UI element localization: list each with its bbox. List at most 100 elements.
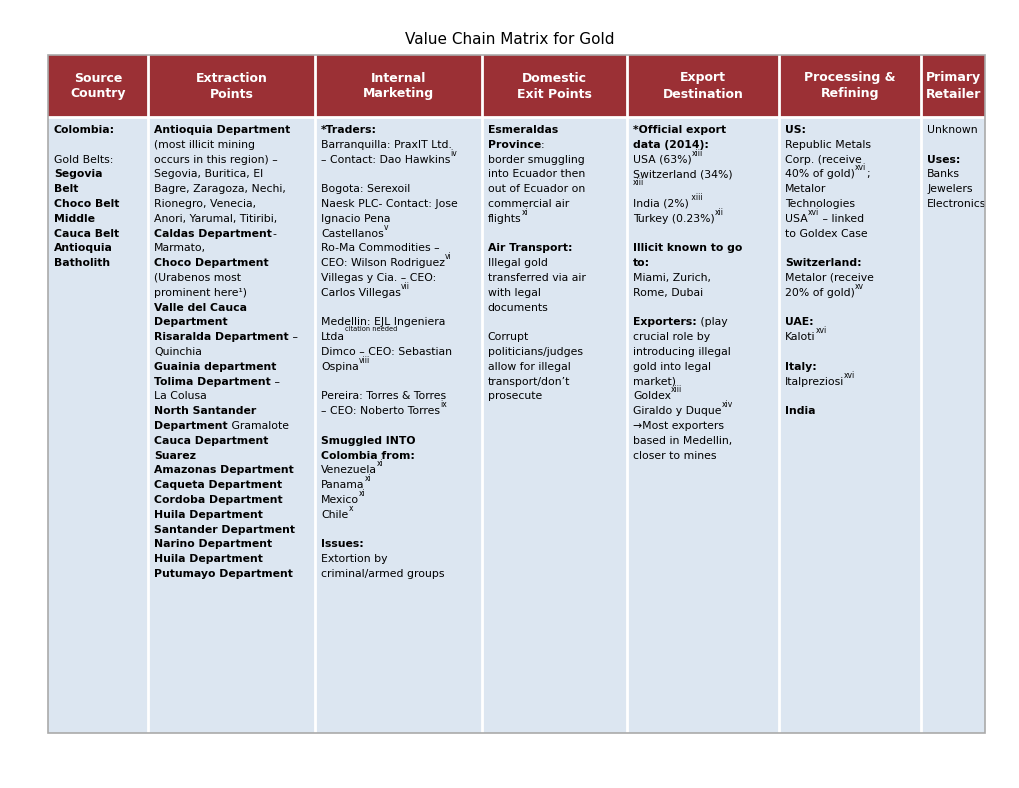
- Text: -: -: [272, 229, 276, 239]
- Text: to Goldex Case: to Goldex Case: [784, 229, 866, 239]
- Text: xi: xi: [364, 474, 371, 483]
- Text: xvi: xvi: [807, 208, 818, 217]
- Text: Segovia, Buritica, El: Segovia, Buritica, El: [154, 169, 263, 180]
- Text: – linked: – linked: [818, 214, 863, 224]
- Text: documents: documents: [487, 303, 548, 313]
- Text: Goldex: Goldex: [633, 392, 671, 401]
- Bar: [481, 117, 627, 733]
- Text: citation needed: citation needed: [344, 326, 397, 333]
- Text: Huila Department: Huila Department: [154, 510, 263, 520]
- Text: –: –: [271, 377, 280, 387]
- Text: prominent here¹): prominent here¹): [154, 288, 247, 298]
- Text: Corrupt: Corrupt: [487, 333, 529, 342]
- Text: India (2%): India (2%): [633, 199, 688, 209]
- Text: Valle del Cauca: Valle del Cauca: [154, 303, 247, 313]
- Text: –: –: [288, 333, 298, 342]
- Text: Marmato,: Marmato,: [154, 243, 206, 254]
- Text: Guainia department: Guainia department: [154, 362, 276, 372]
- Text: commercial air: commercial air: [487, 199, 569, 209]
- Text: Huila Department: Huila Department: [154, 554, 263, 564]
- Text: Switzerland:: Switzerland:: [784, 258, 861, 268]
- Text: 20% of gold): 20% of gold): [784, 288, 854, 298]
- Text: xvi: xvi: [854, 163, 865, 173]
- Text: Ospina: Ospina: [321, 362, 359, 372]
- Text: Barranquilla: PraxIT Ltd.: Barranquilla: PraxIT Ltd.: [321, 139, 451, 150]
- Text: – CEO: Noberto Torres: – CEO: Noberto Torres: [321, 406, 439, 416]
- Text: vi: vi: [444, 252, 451, 261]
- Text: Corp. (receive: Corp. (receive: [784, 154, 861, 165]
- Text: Value Chain Matrix for Gold: Value Chain Matrix for Gold: [405, 32, 614, 47]
- Text: Banks: Banks: [926, 169, 959, 180]
- Text: Pereira: Torres & Torres: Pereira: Torres & Torres: [321, 392, 445, 401]
- Text: xi: xi: [521, 208, 528, 217]
- Text: into Ecuador then: into Ecuador then: [487, 169, 585, 180]
- Text: Colombia:: Colombia:: [54, 125, 115, 135]
- Text: Gold Belts:: Gold Belts:: [54, 154, 113, 165]
- Text: Rome, Dubai: Rome, Dubai: [633, 288, 702, 298]
- Text: with legal: with legal: [487, 288, 540, 298]
- Text: →Most exporters: →Most exporters: [633, 421, 723, 431]
- Text: politicians/judges: politicians/judges: [487, 347, 582, 357]
- Text: prosecute: prosecute: [487, 392, 541, 401]
- Text: *Traders:: *Traders:: [321, 125, 377, 135]
- Text: Dimco – CEO: Sebastian: Dimco – CEO: Sebastian: [321, 347, 451, 357]
- Text: Colombia from:: Colombia from:: [321, 451, 415, 461]
- Text: transport/don’t: transport/don’t: [487, 377, 570, 387]
- Bar: [315, 55, 481, 117]
- Text: Processing &
Refining: Processing & Refining: [804, 72, 895, 101]
- Text: UAE:: UAE:: [784, 318, 813, 327]
- Text: Quinchia: Quinchia: [154, 347, 202, 357]
- Text: xiii: xiii: [671, 385, 682, 395]
- Text: xiv: xiv: [720, 400, 732, 409]
- Text: to:: to:: [633, 258, 649, 268]
- Text: Chile: Chile: [321, 510, 347, 520]
- Bar: [627, 55, 779, 117]
- Text: Belt: Belt: [54, 184, 78, 194]
- Text: gold into legal: gold into legal: [633, 362, 710, 372]
- Text: North Santander: North Santander: [154, 406, 256, 416]
- Text: viii: viii: [359, 356, 370, 365]
- Text: (Urabenos most: (Urabenos most: [154, 273, 242, 283]
- Text: India: India: [784, 406, 814, 416]
- Bar: [315, 117, 481, 733]
- Text: xv: xv: [854, 282, 863, 291]
- Text: Extraction
Points: Extraction Points: [196, 72, 267, 101]
- Text: Esmeraldas: Esmeraldas: [487, 125, 557, 135]
- Text: Castellanos: Castellanos: [321, 229, 383, 239]
- Text: :: :: [540, 139, 544, 150]
- Text: criminal/armed groups: criminal/armed groups: [321, 569, 444, 579]
- Text: Santander Department: Santander Department: [154, 525, 294, 534]
- Text: Carlos Villegas: Carlos Villegas: [321, 288, 400, 298]
- Text: xi: xi: [359, 489, 366, 498]
- Text: Switzerland (34%): Switzerland (34%): [633, 169, 732, 180]
- Text: CEO: Wilson Rodriguez: CEO: Wilson Rodriguez: [321, 258, 444, 268]
- Text: Turkey (0.23%): Turkey (0.23%): [633, 214, 714, 224]
- Text: Export
Destination: Export Destination: [662, 72, 743, 101]
- Text: xii: xii: [714, 208, 723, 217]
- Text: Cauca Department: Cauca Department: [154, 436, 268, 446]
- Text: Panama: Panama: [321, 480, 364, 490]
- Text: Antioquia: Antioquia: [54, 243, 113, 254]
- Text: Suarez: Suarez: [154, 451, 196, 461]
- Text: ix: ix: [439, 400, 446, 409]
- Text: transferred via air: transferred via air: [487, 273, 585, 283]
- Text: Republic Metals: Republic Metals: [784, 139, 870, 150]
- Text: Choco Belt: Choco Belt: [54, 199, 119, 209]
- Text: US:: US:: [784, 125, 805, 135]
- Text: Domestic
Exit Points: Domestic Exit Points: [517, 72, 591, 101]
- Text: Technologies: Technologies: [784, 199, 854, 209]
- Text: (most illicit mining: (most illicit mining: [154, 139, 255, 150]
- Text: Venezuela: Venezuela: [321, 466, 377, 475]
- Text: Caldas Department: Caldas Department: [154, 229, 272, 239]
- Bar: [627, 117, 779, 733]
- Text: x: x: [347, 504, 353, 513]
- Text: crucial role by: crucial role by: [633, 333, 709, 342]
- Text: Naesk PLC- Contact: Jose: Naesk PLC- Contact: Jose: [321, 199, 458, 209]
- Text: Gramalote: Gramalote: [227, 421, 288, 431]
- Text: Unknown: Unknown: [926, 125, 977, 135]
- Text: Rionegro, Venecia,: Rionegro, Venecia,: [154, 199, 256, 209]
- Text: – Contact: Dao Hawkins: – Contact: Dao Hawkins: [321, 154, 450, 165]
- Text: Cordoba Department: Cordoba Department: [154, 495, 282, 505]
- Text: Uses:: Uses:: [926, 154, 960, 165]
- Bar: [920, 117, 984, 733]
